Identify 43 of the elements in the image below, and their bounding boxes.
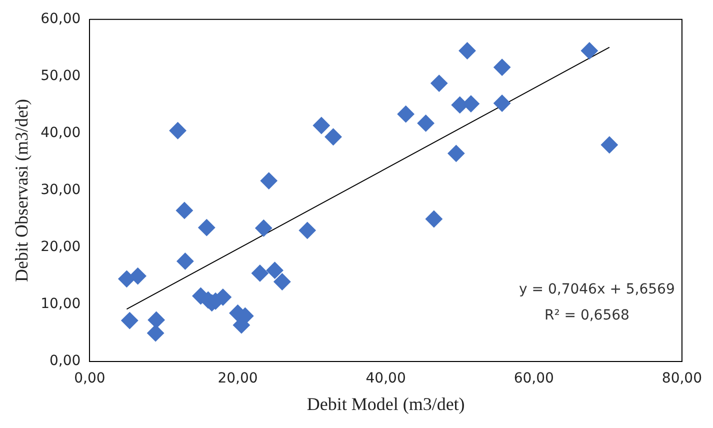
point (121, 312, 138, 330)
annotation: R² = 0,6568 (544, 307, 630, 324)
point (274, 273, 291, 290)
point (176, 202, 193, 219)
point (430, 74, 448, 92)
y-tick-label: 10,00 (40, 296, 81, 312)
point (266, 262, 284, 279)
point (600, 136, 618, 154)
x-tick-label: 20,00 (218, 370, 258, 387)
point (324, 128, 342, 146)
point (425, 210, 442, 228)
point (397, 106, 414, 123)
point (198, 219, 216, 236)
x-tick-label: 80,00 (662, 370, 702, 387)
point (260, 172, 278, 190)
point (448, 144, 465, 162)
y-tick-label: 50,00 (40, 68, 81, 84)
point (580, 42, 598, 60)
point (298, 222, 316, 239)
y-tick-label: 40,00 (40, 125, 81, 142)
point (148, 311, 165, 328)
point (417, 114, 434, 132)
y-tick-label: 20,00 (40, 239, 81, 256)
point (176, 252, 194, 270)
point (312, 116, 330, 134)
point (494, 58, 511, 76)
point (147, 324, 164, 342)
y-tick-label: 60,00 (40, 11, 81, 28)
point (118, 270, 136, 288)
point (494, 94, 511, 112)
y-tick-label: 30,00 (40, 182, 81, 198)
x-tick-label: 60,00 (514, 370, 554, 387)
point (169, 122, 186, 140)
x-axis-title: Debit Model (m3/det) (306, 394, 465, 414)
x-tick-label: 40,00 (366, 370, 406, 387)
point (458, 42, 476, 60)
point (255, 220, 272, 237)
point (129, 268, 146, 285)
y-axis-title: Debit Observasi (m3/det) (12, 99, 32, 282)
y-tick-label: 0,00 (50, 353, 81, 370)
point (251, 264, 268, 282)
x-tick-label: 0,00 (74, 370, 106, 387)
annotation: y = 0,7046x + 5,6569 (519, 281, 675, 298)
